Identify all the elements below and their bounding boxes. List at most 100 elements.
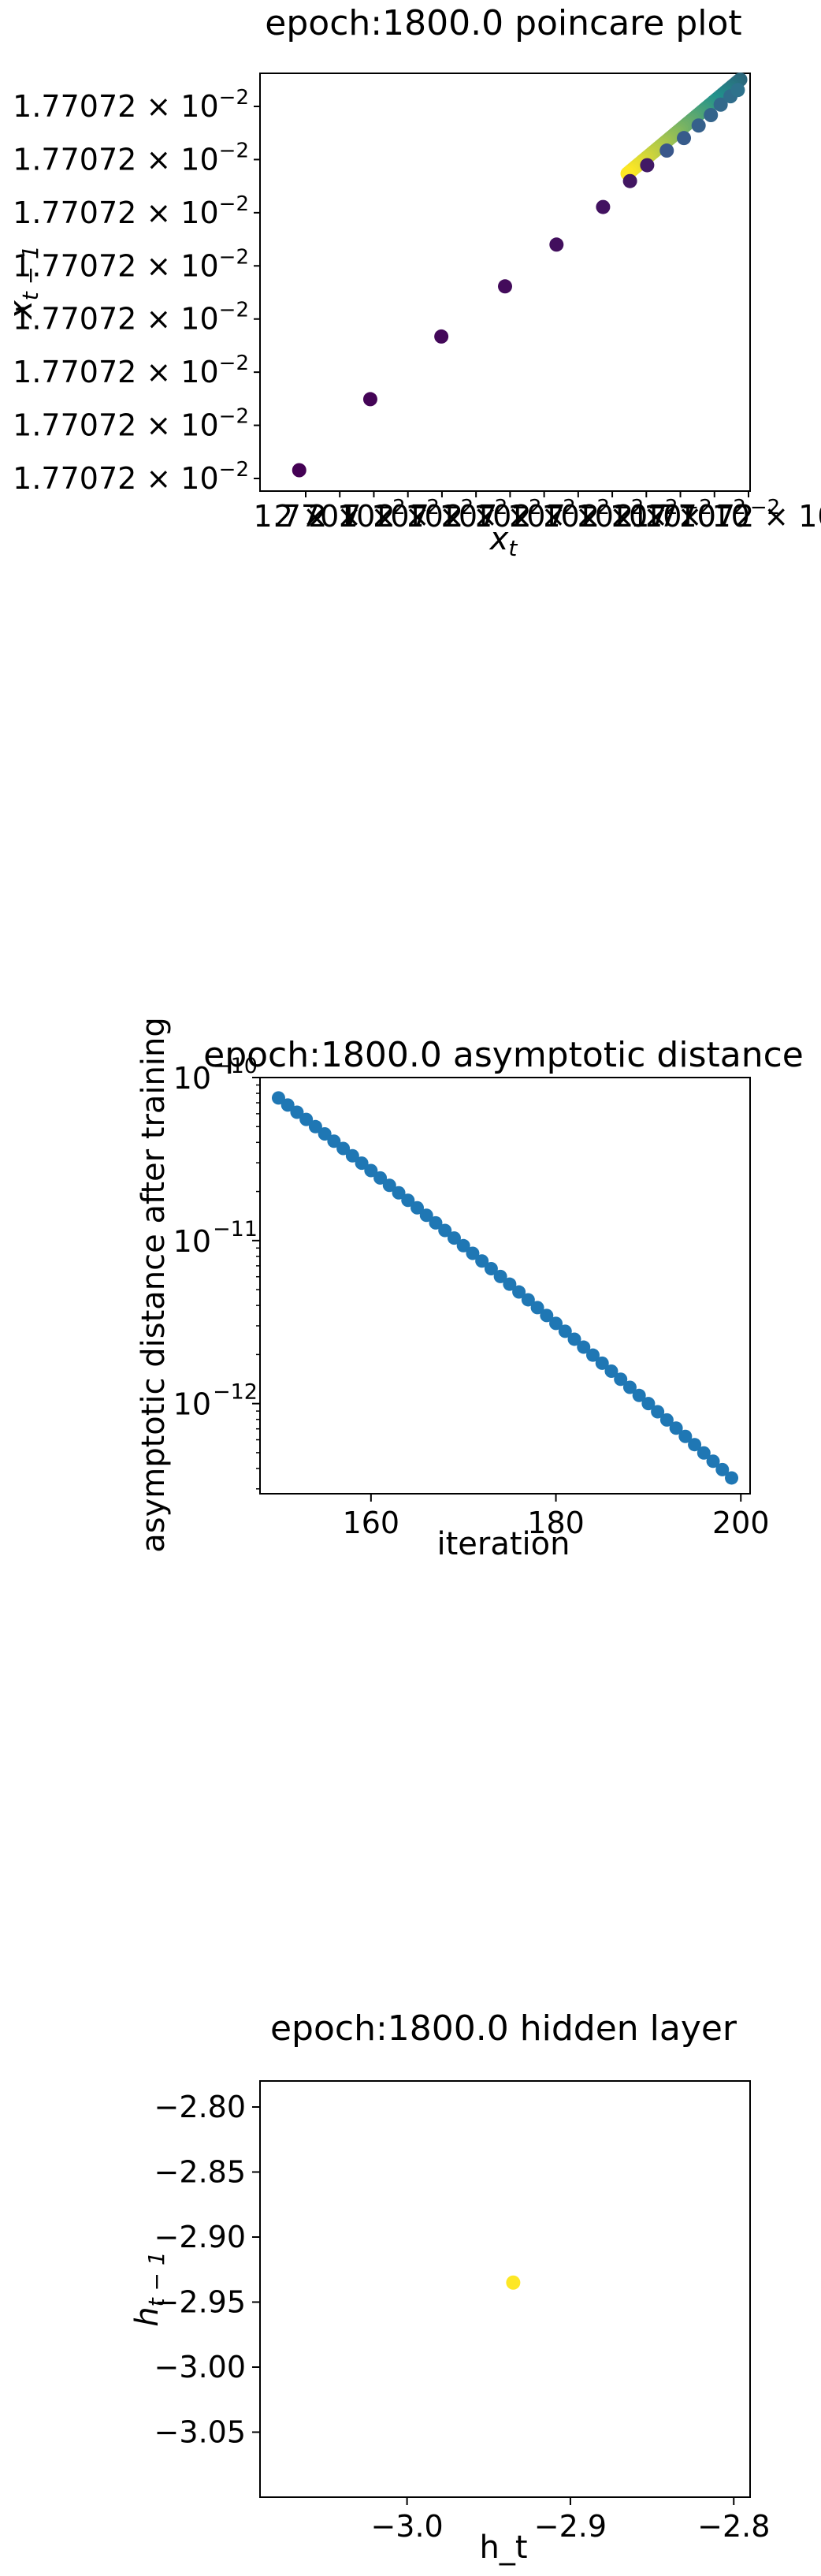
- poincare-y-tick-label: 1.77072 × 10−2: [13, 245, 249, 283]
- asymptotic-chart: epoch:1800.0 asymptotic distance 10 −1010…: [136, 1017, 804, 1562]
- asymptotic-point: [438, 1223, 452, 1238]
- poincare-chart: epoch:1800.0 poincare plot 1.77072 × 10−…: [3, 3, 821, 561]
- hidden-layer-y-tick-label: −3.05: [154, 2415, 246, 2450]
- asymptotic-point: [549, 1316, 563, 1331]
- poincare-points: [292, 72, 748, 478]
- poincare-y-tick-label: 1.77072 × 10−2: [13, 299, 249, 337]
- poincare-point: [691, 118, 706, 133]
- hidden-layer-x-tick-label: −2.9: [534, 2509, 607, 2544]
- poincare-point: [659, 143, 674, 158]
- poincare-point: [292, 463, 306, 478]
- asymptotic-point: [651, 1405, 665, 1419]
- asymptotic-point: [493, 1269, 507, 1283]
- asymptotic-point: [715, 1462, 730, 1476]
- asymptotic-y-tick-exponent: −10: [213, 1054, 258, 1078]
- hidden-layer-y-tick-label: −3.00: [154, 2350, 246, 2384]
- poincare-point: [677, 131, 692, 146]
- asymptotic-axes-frame: [259, 1077, 751, 1495]
- asymptotic-point: [466, 1246, 480, 1260]
- asymptotic-point: [271, 1091, 285, 1105]
- asymptotic-y-tick-exponent: −12: [213, 1380, 258, 1405]
- poincare-point: [730, 83, 745, 98]
- hidden-layer-chart: epoch:1800.0 hidden layer −2.80 −2.85 −2.9…: [129, 2008, 770, 2566]
- asymptotic-point: [706, 1454, 720, 1469]
- hidden-layer-axes-frame: [259, 2080, 751, 2498]
- asymptotic-y-tick-exponent: −11: [213, 1217, 258, 1241]
- hidden-layer-x-tick-label: −2.8: [697, 2509, 770, 2544]
- asymptotic-point: [373, 1171, 388, 1185]
- asymptotic-point: [521, 1293, 535, 1307]
- hidden-layer-point: [506, 2275, 521, 2290]
- poincare-y-tick-label: 1.77072 × 10−2: [13, 458, 249, 496]
- poincare-title: epoch:1800.0 poincare plot: [265, 3, 741, 43]
- asymptotic-point: [577, 1340, 591, 1354]
- hidden-layer-x-label: h_t: [479, 2529, 527, 2566]
- asymptotic-point: [622, 1380, 637, 1394]
- asymptotic-point: [540, 1308, 554, 1323]
- asymptotic-y-tick-label: 10: [173, 1061, 211, 1096]
- asymptotic-x-tick-label: 200: [712, 1506, 770, 1540]
- asymptotic-point: [530, 1301, 544, 1315]
- poincare-point: [713, 97, 728, 112]
- asymptotic-point: [401, 1193, 415, 1208]
- asymptotic-point: [688, 1438, 702, 1452]
- asymptotic-point: [299, 1112, 314, 1126]
- poincare-y-ticks: 1.77072 × 10−2 1.77072 × 10−2 1.77072 × 10…: [13, 86, 260, 496]
- poincare-point: [362, 392, 377, 407]
- asymptotic-point: [364, 1163, 378, 1178]
- asymptotic-point: [595, 1356, 609, 1370]
- asymptotic-y-tick-label: 10: [173, 1387, 211, 1422]
- asymptotic-point: [632, 1388, 646, 1402]
- poincare-point: [498, 279, 512, 294]
- asymptotic-point: [327, 1134, 341, 1148]
- asymptotic-point: [392, 1186, 406, 1200]
- poincare-x-tick-label: 1.7701: [254, 499, 358, 534]
- asymptotic-point: [641, 1397, 656, 1411]
- asymptotic-point: [355, 1156, 369, 1171]
- asymptotic-point: [318, 1127, 332, 1141]
- hidden-layer-title: epoch:1800.0 hidden layer: [270, 2008, 737, 2049]
- asymptotic-title: epoch:1800.0 asymptotic distance: [203, 1035, 804, 1075]
- poincare-x-tick-label: 1.77072 × 10−2: [630, 496, 821, 534]
- hidden-layer-x-tick-label: −3.0: [370, 2509, 443, 2544]
- asymptotic-y-tick-label: 10: [173, 1224, 211, 1259]
- hidden-layer-y-tick-label: −2.80: [154, 2090, 246, 2124]
- poincare-point: [640, 158, 655, 173]
- asymptotic-point: [345, 1148, 359, 1163]
- asymptotic-point: [484, 1262, 498, 1276]
- asymptotic-point: [697, 1446, 711, 1460]
- asymptotic-point: [456, 1238, 470, 1253]
- asymptotic-point: [308, 1119, 322, 1134]
- asymptotic-x-ticks: 160 180 200: [343, 1494, 770, 1540]
- asymptotic-x-label: iteration: [437, 1526, 570, 1562]
- asymptotic-point: [336, 1141, 351, 1156]
- hidden-layer-x-ticks: −3.0 −2.9 −2.8: [370, 2497, 770, 2544]
- poincare-point: [704, 108, 719, 122]
- hidden-layer-y-tick-label: −2.90: [154, 2220, 246, 2254]
- poincare-point: [434, 329, 449, 344]
- hidden-layer-y-tick-label: −2.85: [154, 2155, 246, 2190]
- asymptotic-point: [280, 1098, 295, 1112]
- asymptotic-point: [669, 1421, 683, 1435]
- poincare-point: [622, 173, 637, 188]
- asymptotic-point: [585, 1348, 600, 1362]
- asymptotic-point: [419, 1208, 433, 1223]
- asymptotic-point: [604, 1364, 619, 1379]
- poincare-y-tick-label: 1.77072 × 10−2: [13, 139, 249, 177]
- asymptotic-point: [567, 1332, 581, 1346]
- hidden-layer-points: [506, 2275, 521, 2290]
- poincare-x-label: xt: [489, 521, 518, 561]
- asymptotic-point: [678, 1429, 693, 1443]
- poincare-point: [596, 199, 611, 214]
- hidden-layer-y-ticks: −2.80 −2.85 −2.90 −2.95 −3.00 −3.05: [154, 2090, 260, 2450]
- asymptotic-point: [503, 1277, 517, 1291]
- poincare-x-tick-label: 2 × 10−2: [274, 496, 406, 534]
- asymptotic-point: [429, 1215, 443, 1230]
- poincare-y-tick-label: 1.77072 × 10−2: [13, 405, 249, 443]
- poincare-y-tick-label: 1.77072 × 10−2: [13, 352, 249, 389]
- poincare-point: [549, 237, 564, 252]
- poincare-axes-frame: [259, 73, 751, 492]
- asymptotic-y-label: asymptotic distance after training: [136, 1017, 172, 1553]
